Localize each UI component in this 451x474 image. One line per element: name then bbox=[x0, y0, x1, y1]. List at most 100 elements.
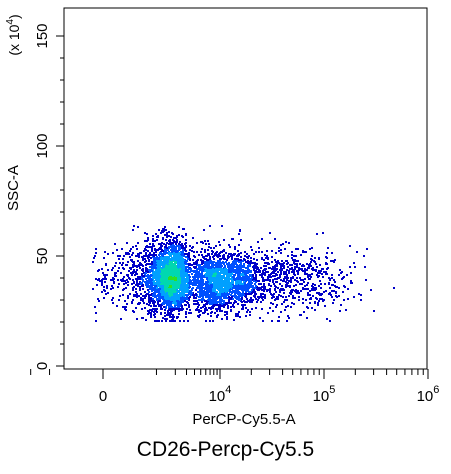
event-dot bbox=[185, 268, 187, 270]
event-dot bbox=[307, 276, 309, 278]
event-dot bbox=[230, 253, 232, 255]
event-dot bbox=[230, 302, 232, 304]
event-dot bbox=[163, 306, 165, 308]
event-dot bbox=[164, 234, 166, 236]
event-dot bbox=[271, 261, 273, 263]
event-dot bbox=[239, 276, 241, 278]
event-dot bbox=[155, 305, 157, 307]
event-dot bbox=[219, 269, 221, 271]
event-dot bbox=[314, 261, 316, 263]
event-dot bbox=[339, 269, 341, 271]
event-dot bbox=[247, 268, 249, 270]
event-dot bbox=[180, 300, 182, 302]
event-dot bbox=[153, 259, 155, 261]
event-dot bbox=[276, 296, 278, 298]
event-dot bbox=[286, 299, 288, 301]
event-dot bbox=[363, 255, 365, 257]
event-dot bbox=[334, 281, 336, 283]
event-dot bbox=[185, 245, 187, 247]
event-dot bbox=[275, 269, 277, 271]
event-dot bbox=[154, 309, 156, 311]
event-dot bbox=[269, 280, 271, 282]
event-dot bbox=[154, 240, 156, 242]
event-dot bbox=[141, 282, 143, 284]
event-dot bbox=[257, 271, 259, 273]
event-dot bbox=[173, 237, 175, 239]
event-dot bbox=[288, 270, 290, 272]
event-dot bbox=[345, 309, 347, 311]
event-dot bbox=[238, 280, 240, 282]
event-dot bbox=[249, 274, 251, 276]
event-dot bbox=[168, 301, 170, 303]
event-dot bbox=[289, 286, 291, 288]
event-dot bbox=[151, 263, 153, 265]
event-dot bbox=[200, 310, 202, 312]
event-dot bbox=[103, 257, 105, 259]
event-dot bbox=[163, 243, 165, 245]
event-dot bbox=[173, 267, 175, 269]
event-dot bbox=[189, 245, 191, 247]
event-dot bbox=[155, 272, 157, 274]
event-dot bbox=[170, 236, 172, 238]
event-dot bbox=[227, 280, 229, 282]
event-dot bbox=[158, 270, 160, 272]
event-dot bbox=[138, 254, 140, 256]
event-dot bbox=[145, 278, 147, 280]
event-dot bbox=[255, 271, 257, 273]
event-dot bbox=[280, 279, 282, 281]
event-dot bbox=[142, 275, 144, 277]
event-dot bbox=[247, 309, 249, 311]
event-dot bbox=[238, 233, 240, 235]
event-dot bbox=[150, 312, 152, 314]
event-dot bbox=[189, 280, 191, 282]
event-dot bbox=[216, 280, 218, 282]
event-dot bbox=[240, 262, 242, 264]
event-dot bbox=[263, 283, 265, 285]
event-dot bbox=[176, 292, 178, 294]
event-dot bbox=[171, 251, 173, 253]
event-dot bbox=[217, 272, 219, 274]
event-dot bbox=[153, 288, 155, 290]
event-dot bbox=[228, 300, 230, 302]
event-dot bbox=[255, 265, 257, 267]
event-dot bbox=[196, 309, 198, 311]
event-dot bbox=[178, 249, 180, 251]
event-dot bbox=[266, 250, 268, 252]
event-dot bbox=[235, 266, 237, 268]
event-dot bbox=[207, 267, 209, 269]
event-dot bbox=[152, 294, 154, 296]
event-dot bbox=[259, 296, 261, 298]
event-dot bbox=[137, 242, 139, 244]
event-dot bbox=[296, 277, 298, 279]
event-dot bbox=[226, 311, 228, 313]
event-dot bbox=[178, 271, 180, 273]
event-dot bbox=[180, 298, 182, 300]
event-dot bbox=[136, 248, 138, 250]
event-dot bbox=[185, 239, 187, 241]
event-dot bbox=[302, 279, 304, 281]
event-dot bbox=[276, 281, 278, 283]
event-dot bbox=[314, 269, 316, 271]
event-dot bbox=[144, 248, 146, 250]
event-dot bbox=[256, 268, 258, 270]
event-dot bbox=[235, 283, 237, 285]
event-dot bbox=[175, 261, 177, 263]
event-dot bbox=[182, 292, 184, 294]
event-dot bbox=[228, 296, 230, 298]
event-dot bbox=[297, 273, 299, 275]
event-dot bbox=[265, 265, 267, 267]
event-dot bbox=[222, 285, 224, 287]
event-dot bbox=[163, 303, 165, 305]
event-dot bbox=[204, 240, 206, 242]
x-tick-label: 106 bbox=[417, 384, 440, 405]
event-dot bbox=[171, 258, 173, 260]
event-dot bbox=[329, 292, 331, 294]
event-dot bbox=[166, 242, 168, 244]
event-dot bbox=[250, 257, 252, 259]
event-dot bbox=[212, 301, 214, 303]
event-dot bbox=[299, 268, 301, 270]
event-dot bbox=[150, 254, 152, 256]
event-dot bbox=[291, 264, 293, 266]
event-dot bbox=[242, 289, 244, 291]
event-dot bbox=[193, 300, 195, 302]
